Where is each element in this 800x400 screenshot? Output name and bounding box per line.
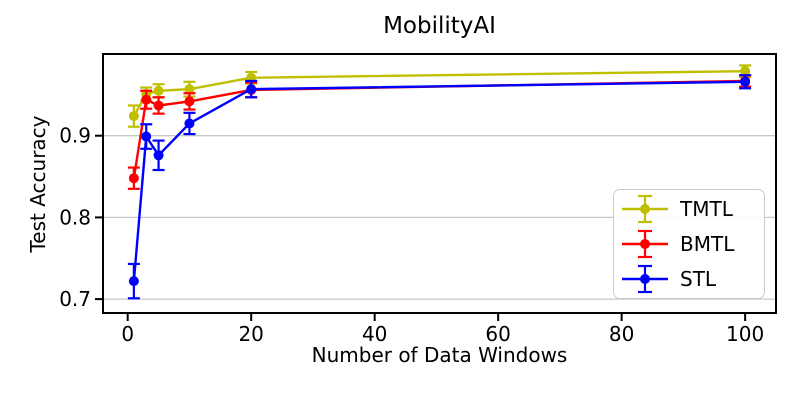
data-point-stl: [184, 118, 195, 129]
legend-errorbar-marker-icon: [622, 229, 668, 259]
y-tick-label: 0.7: [59, 287, 91, 311]
data-point-bmtl: [153, 100, 164, 111]
data-point-tmtl: [740, 66, 751, 77]
y-axis-label: Test Accuracy: [26, 115, 50, 253]
chart-title: MobilityAI: [383, 13, 496, 39]
data-point-stl: [740, 76, 751, 87]
y-tick-label: 0.8: [59, 205, 91, 229]
data-point-bmtl: [128, 173, 139, 184]
x-tick-label: 100: [726, 322, 764, 346]
data-point-stl: [153, 150, 164, 161]
x-tick-label: 60: [485, 322, 510, 346]
axes-frame: [102, 53, 777, 314]
legend: TMTL BMTL STL: [613, 189, 765, 299]
legend-label: TMTL: [680, 197, 733, 222]
legend-entry-stl: STL: [620, 262, 758, 296]
data-point-bmtl: [184, 96, 195, 107]
data-point-stl: [246, 84, 257, 95]
data-point-tmtl: [184, 84, 195, 95]
y-tick-label: 0.9: [59, 124, 91, 148]
legend-label: STL: [680, 266, 717, 291]
series-line-stl: [132, 80, 746, 282]
data-point-bmtl: [141, 94, 152, 105]
x-tick-label: 80: [609, 322, 634, 346]
legend-label: BMTL: [680, 231, 735, 256]
legend-errorbar-marker-icon: [622, 195, 668, 224]
x-tick-label: 40: [362, 322, 387, 346]
data-point-tmtl: [153, 85, 164, 96]
x-tick-label: 0: [121, 322, 134, 346]
legend-errorbar-marker-icon: [622, 264, 668, 293]
legend-entry-tmtl: TMTL: [620, 192, 758, 226]
legend-entry-bmtl: BMTL: [620, 227, 758, 261]
x-tick-label: 20: [238, 322, 263, 346]
series-line-bmtl: [132, 79, 746, 179]
x-axis-label: Number of Data Windows: [311, 343, 568, 367]
data-point-stl: [141, 131, 152, 142]
data-point-tmtl: [128, 111, 139, 122]
data-point-stl: [128, 276, 139, 287]
